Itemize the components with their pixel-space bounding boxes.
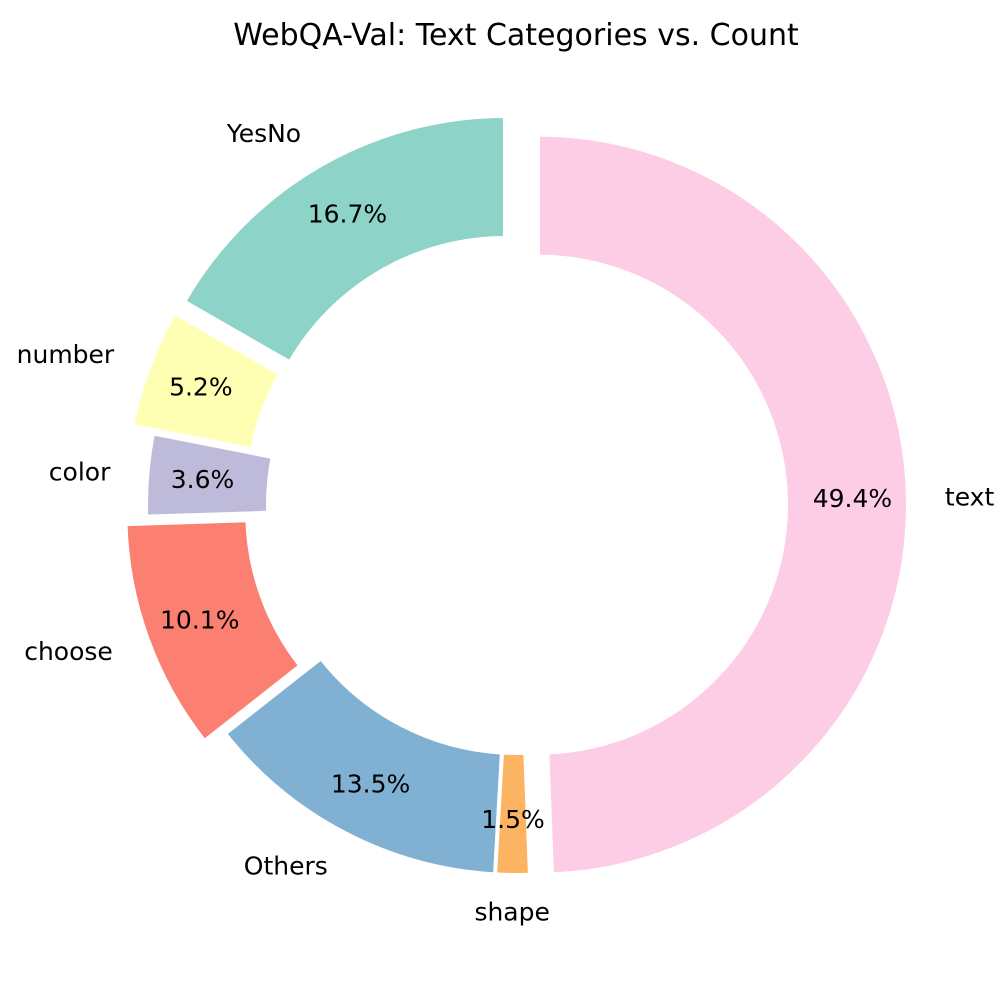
- slice-label-yesno: YesNo: [226, 119, 301, 148]
- slice-label-shape: shape: [474, 897, 549, 926]
- slice-label-others: Others: [244, 851, 328, 880]
- percent-label-color: 3.6%: [171, 465, 235, 494]
- chart-title: WebQA-Val: Text Categories vs. Count: [233, 18, 799, 53]
- slice-color: [144, 431, 275, 519]
- slice-choose: [123, 518, 303, 744]
- slice-label-number: number: [17, 340, 115, 369]
- slice-shape: [493, 750, 532, 877]
- slice-label-text: text: [945, 482, 995, 511]
- slice-label-color: color: [49, 457, 111, 486]
- percent-label-choose: 10.1%: [160, 605, 239, 634]
- slices-layer: [123, 113, 910, 877]
- percent-label-others: 13.5%: [331, 769, 410, 798]
- percent-label-shape: 1.5%: [481, 805, 545, 834]
- percent-label-yesno: 16.7%: [308, 199, 387, 228]
- percent-label-text: 49.4%: [813, 484, 892, 513]
- slice-number: [130, 310, 283, 452]
- labels-layer: YesNo 16.7% number 5.2% color 3.6% choose 10.1%…: [17, 119, 995, 926]
- percent-label-number: 5.2%: [169, 373, 233, 402]
- slice-label-choose: choose: [24, 637, 113, 666]
- slice-text: [535, 132, 910, 877]
- slice-yesno: [182, 113, 507, 365]
